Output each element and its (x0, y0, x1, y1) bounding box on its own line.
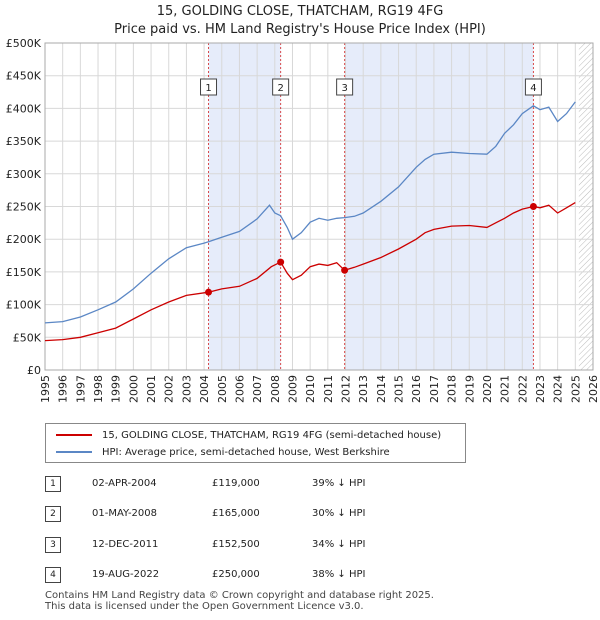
y-tick-label: £450K (6, 70, 42, 83)
plot-border (44, 42, 594, 371)
x-tick-label: 2017 (428, 375, 441, 403)
chart-title: 15, GOLDING CLOSE, THATCHAM, RG19 4FG (156, 4, 444, 19)
marker-box (336, 78, 354, 96)
y-tick-label: £300K (6, 168, 42, 181)
marker-label: 2 (277, 83, 283, 94)
x-tick-label: 2020 (481, 375, 494, 403)
transaction-date: 01-MAY-2008 (92, 508, 158, 519)
y-tick-label: £100K (6, 299, 42, 312)
x-tick-label: 2013 (357, 375, 370, 403)
transaction-hpi-diff: 38% ↓ HPI (312, 569, 366, 580)
x-tick-label: 2010 (304, 375, 317, 403)
transaction-hpi-diff: 30% ↓ HPI (312, 508, 366, 519)
sale-point (205, 288, 213, 296)
sale-point (341, 266, 349, 274)
table-row: 3 12-DEC-2011 £152,500 34% ↓ HPI (0, 537, 600, 557)
legend-item-hpi: HPI: Average price, semi-detached house,… (56, 444, 390, 460)
sale-point (529, 203, 537, 210)
x-tick-label: 2004 (198, 375, 211, 403)
x-tick-label: 2025 (569, 375, 582, 403)
x-tick-label: 2007 (251, 375, 264, 403)
x-tick-label: 2024 (552, 375, 565, 403)
x-tick-label: 2021 (499, 375, 512, 403)
table-row: 1 02-APR-2004 £119,000 39% ↓ HPI (0, 476, 600, 496)
table-row: 4 19-AUG-2022 £250,000 38% ↓ HPI (0, 567, 600, 587)
y-tick-label: £500K (6, 37, 42, 50)
marker-box (272, 78, 290, 96)
transaction-hpi-diff: 34% ↓ HPI (312, 539, 366, 550)
marker-label: 3 (341, 83, 347, 94)
x-tick-label: 2023 (534, 375, 547, 403)
series-line-hpi (44, 101, 576, 324)
transaction-price: £119,000 (212, 478, 260, 489)
x-tick-label: 2019 (463, 375, 476, 403)
sale-point (277, 258, 285, 266)
x-tick-label: 2000 (127, 375, 140, 403)
legend-line-hpi (56, 451, 92, 453)
transaction-price: £250,000 (212, 569, 260, 580)
x-tick-label: 2011 (322, 375, 335, 403)
y-tick-label: £150K (6, 266, 42, 279)
y-tick-label: £200K (6, 233, 42, 246)
x-tick-label: 2018 (446, 375, 459, 403)
legend-label-hpi: HPI: Average price, semi-detached house,… (102, 446, 390, 458)
legend-label-property: 15, GOLDING CLOSE, THATCHAM, RG19 4FG (s… (102, 429, 442, 441)
legend-item-property: 15, GOLDING CLOSE, THATCHAM, RG19 4FG (s… (56, 427, 441, 443)
x-tick-label: 1995 (39, 375, 52, 403)
transaction-hpi-diff: 39% ↓ HPI (312, 478, 366, 489)
transaction-price: £152,500 (212, 539, 260, 550)
x-tick-label: 1999 (110, 375, 123, 403)
footer-license: This data is licensed under the Open Gov… (45, 601, 364, 612)
marker-box (200, 78, 218, 96)
marker-label: 1 (205, 83, 211, 94)
transaction-number: 4 (45, 567, 61, 583)
chart-legend: 15, GOLDING CLOSE, THATCHAM, RG19 4FG (s… (45, 423, 466, 463)
table-row: 2 01-MAY-2008 £165,000 30% ↓ HPI (0, 506, 600, 526)
x-tick-label: 2006 (233, 375, 246, 403)
y-tick-label: £0 (27, 364, 41, 377)
marker-box (524, 78, 542, 96)
x-tick-label: 2005 (216, 375, 229, 403)
x-tick-label: 2022 (516, 375, 529, 403)
x-tick-label: 2003 (180, 375, 193, 403)
x-tick-label: 2015 (393, 375, 406, 403)
price-chart: £0 £50K £100K £150K £200K £250K £300K £350K £400… (6, 37, 600, 403)
chart-subtitle: Price paid vs. HM Land Registry's House … (114, 22, 486, 37)
transaction-number: 3 (45, 537, 61, 553)
y-tick-label: £350K (6, 135, 42, 148)
y-tick-label: £250K (6, 201, 42, 214)
footer: Contains HM Land Registry data © Crown c… (45, 590, 434, 612)
x-tick-label: 2016 (410, 375, 423, 403)
transaction-date: 12-DEC-2011 (92, 539, 159, 550)
legend-line-property (56, 434, 92, 436)
x-tick-label: 1997 (74, 375, 87, 403)
x-tick-label: 2009 (286, 375, 299, 403)
y-tick-label: £400K (6, 102, 42, 115)
x-tick-label: 1998 (92, 375, 105, 403)
y-tick-label: £50K (13, 331, 42, 344)
transaction-date: 02-APR-2004 (92, 478, 157, 489)
x-tick-label: 2012 (340, 375, 353, 403)
transaction-date: 19-AUG-2022 (92, 569, 160, 580)
x-tick-label: 2014 (375, 375, 388, 403)
x-tick-label: 2008 (269, 375, 282, 403)
transaction-number: 2 (45, 506, 61, 522)
transaction-price: £165,000 (212, 508, 260, 519)
x-tick-label: 2002 (163, 375, 176, 403)
x-tick-label: 1996 (57, 375, 70, 403)
transaction-number: 1 (45, 476, 61, 492)
series-line-property (44, 202, 576, 342)
x-tick-label: 2001 (145, 375, 158, 403)
marker-label: 4 (530, 83, 536, 94)
x-tick-label: 2026 (587, 375, 600, 403)
footer-copyright: Contains HM Land Registry data © Crown c… (45, 590, 434, 601)
